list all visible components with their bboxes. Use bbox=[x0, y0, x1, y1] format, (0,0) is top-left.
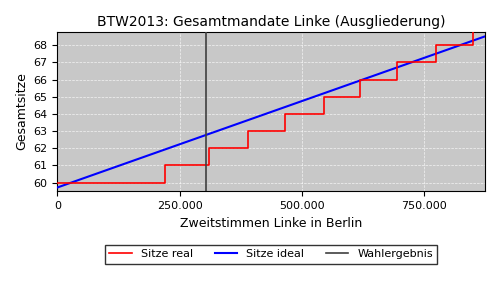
Legend: Sitze real, Sitze ideal, Wahlergebnis: Sitze real, Sitze ideal, Wahlergebnis bbox=[105, 245, 438, 264]
Sitze real bbox=[394, 61, 400, 64]
Sitze real bbox=[162, 164, 168, 167]
Sitze real bbox=[282, 129, 288, 133]
Sitze real bbox=[433, 44, 439, 47]
Sitze real bbox=[358, 78, 364, 81]
Sitze real bbox=[206, 164, 212, 167]
Sitze real bbox=[358, 95, 364, 99]
Sitze real bbox=[282, 112, 288, 116]
Line: Sitze real: Sitze real bbox=[58, 28, 485, 183]
X-axis label: Zweitstimmen Linke in Berlin: Zweitstimmen Linke in Berlin bbox=[180, 217, 362, 230]
Sitze real bbox=[54, 181, 60, 184]
Sitze real bbox=[470, 44, 476, 47]
Sitze real bbox=[245, 146, 251, 150]
Sitze real bbox=[482, 26, 488, 30]
Sitze real bbox=[470, 26, 476, 30]
Sitze real bbox=[433, 61, 439, 64]
Sitze real bbox=[245, 129, 251, 133]
Title: BTW2013: Gesamtmandate Linke (Ausgliederung): BTW2013: Gesamtmandate Linke (Ausglieder… bbox=[97, 15, 446, 29]
Sitze real bbox=[206, 146, 212, 150]
Sitze real bbox=[162, 181, 168, 184]
Sitze real bbox=[320, 112, 326, 116]
Sitze real bbox=[320, 95, 326, 99]
Sitze real bbox=[394, 78, 400, 81]
Y-axis label: Gesamtsitze: Gesamtsitze bbox=[15, 73, 28, 150]
